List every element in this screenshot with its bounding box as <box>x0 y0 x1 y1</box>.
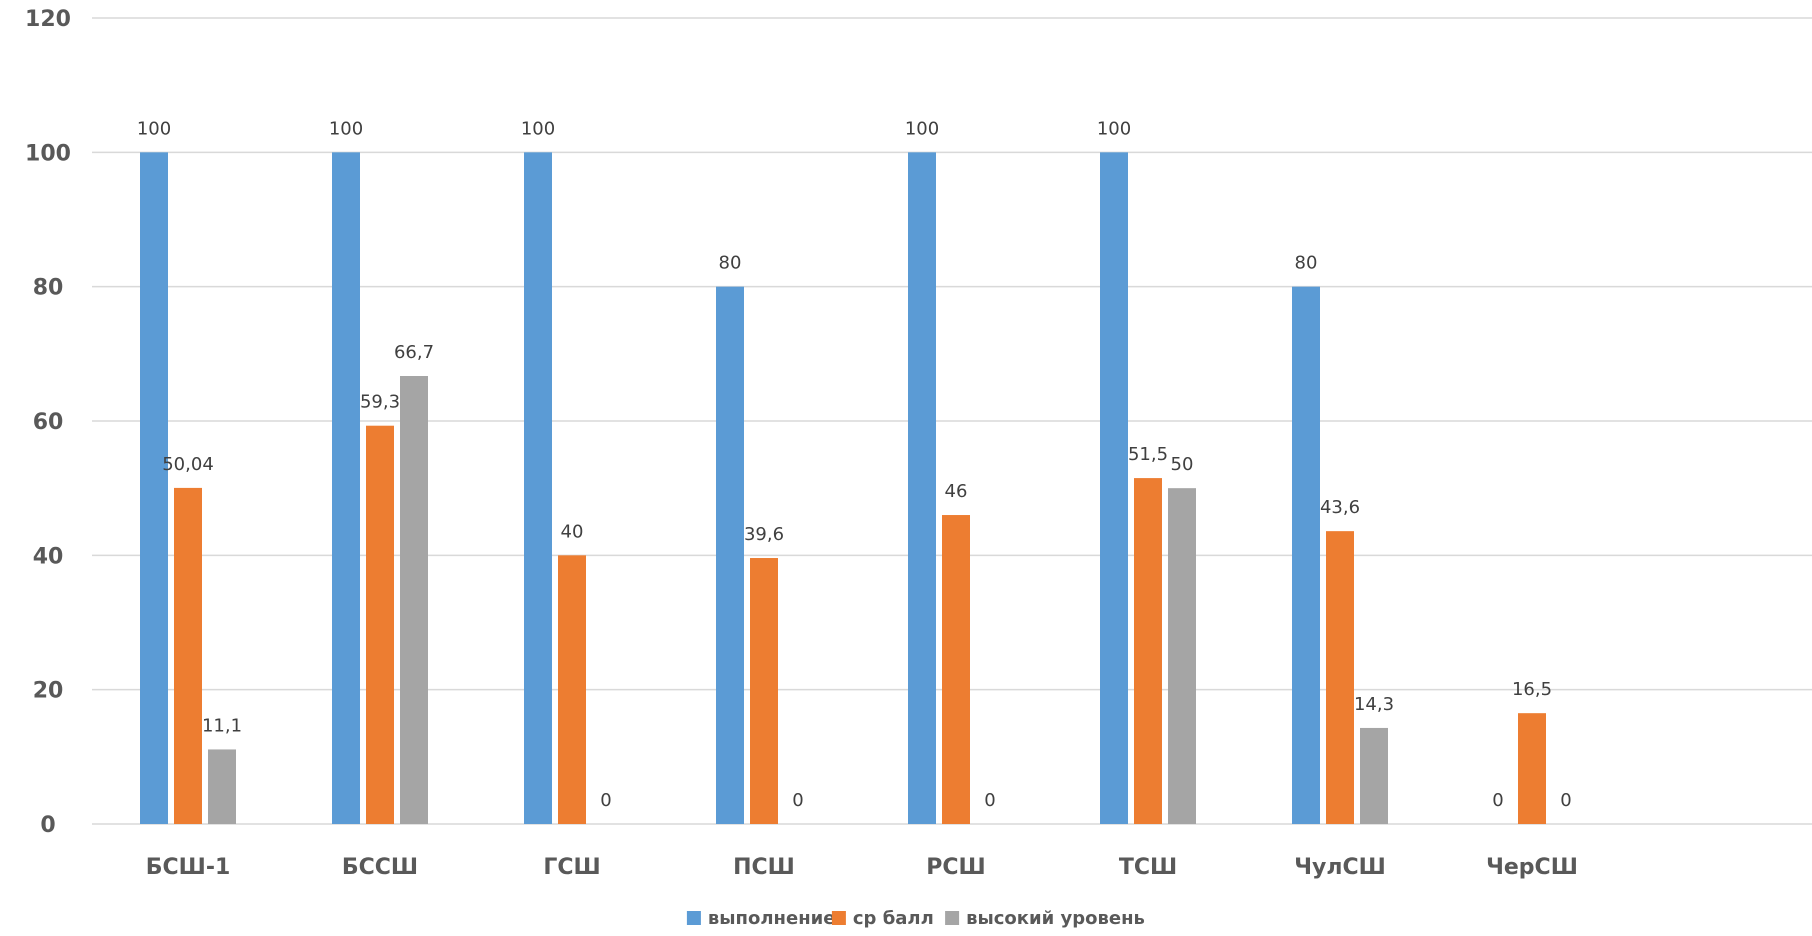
x-tick-label: БСШ-1 <box>146 855 231 880</box>
data-label: 50 <box>1171 454 1194 475</box>
data-label: 51,5 <box>1128 444 1168 465</box>
data-label: 14,3 <box>1354 694 1394 715</box>
data-label: 46 <box>945 481 968 502</box>
data-label: 80 <box>719 253 742 274</box>
y-tick-label: 100 <box>25 141 71 166</box>
data-label: 59,3 <box>360 392 400 413</box>
bar <box>140 152 168 825</box>
x-tick-label: БССШ <box>342 855 418 880</box>
legend-swatch <box>686 911 701 925</box>
bar <box>366 425 394 824</box>
data-label: 66,7 <box>394 342 434 363</box>
bar <box>750 558 778 824</box>
data-label: 43,6 <box>1320 497 1360 518</box>
y-tick-label: 80 <box>33 276 64 301</box>
data-label: 100 <box>1097 118 1131 139</box>
legend-label: высокий уровень <box>966 908 1145 929</box>
data-label: 16,5 <box>1512 679 1552 700</box>
data-label: 11,1 <box>202 715 242 736</box>
x-tick-label: ПСШ <box>733 855 795 880</box>
bar <box>1100 152 1128 825</box>
data-label: 80 <box>1295 253 1318 274</box>
legend-label: ср балл <box>853 908 934 929</box>
y-tick-label: 0 <box>40 813 55 838</box>
legend-label: выполнение <box>708 908 836 929</box>
data-label: 50,04 <box>162 454 214 475</box>
x-tick-label: ТСШ <box>1119 855 1177 880</box>
bar <box>332 152 360 825</box>
bars <box>140 152 1546 825</box>
data-label: 40 <box>561 521 584 542</box>
x-tick-label: ГСШ <box>543 855 600 880</box>
bar <box>1292 286 1320 825</box>
bar <box>908 152 936 825</box>
bar <box>1326 531 1354 824</box>
bar <box>1360 727 1388 824</box>
legend-swatch <box>945 911 960 925</box>
x-tick-label: ЧулСШ <box>1294 855 1386 880</box>
data-label: 0 <box>1560 790 1571 811</box>
bar <box>1168 488 1196 824</box>
x-tick-label: ЧерСШ <box>1486 855 1578 880</box>
data-label: 39,6 <box>744 524 784 545</box>
y-tick-label: 120 <box>25 7 71 32</box>
bar <box>400 375 428 824</box>
bar <box>558 555 586 824</box>
data-label: 100 <box>137 118 171 139</box>
data-label: 0 <box>600 790 611 811</box>
bar <box>1134 478 1162 824</box>
y-tick-label: 60 <box>33 410 64 435</box>
y-axis: 0 20 40 60 80 100 120 <box>25 7 71 838</box>
data-label: 100 <box>521 118 555 139</box>
data-label: 100 <box>905 118 939 139</box>
data-label: 0 <box>1492 790 1503 811</box>
legend-swatch <box>831 911 846 925</box>
bar <box>208 749 236 824</box>
x-axis: БСШ-1 БССШ ГСШ ПСШ РСШ ТСШ ЧулСШ ЧерСШ <box>146 855 1578 880</box>
data-label: 100 <box>329 118 363 139</box>
bar <box>524 152 552 825</box>
legend: выполнение ср балл высокий уровень <box>686 908 1145 929</box>
bar <box>942 515 970 824</box>
y-tick-label: 20 <box>33 679 64 704</box>
bar <box>1518 713 1546 824</box>
x-tick-label: РСШ <box>926 855 985 880</box>
y-tick-label: 40 <box>33 544 64 569</box>
data-labels: 100 50,04 11,1 100 59,3 66,7 100 40 0 80 39,6 0 100 4… <box>137 118 1572 811</box>
bar <box>716 286 744 825</box>
data-label: 0 <box>792 790 803 811</box>
bar <box>174 487 202 824</box>
data-label: 0 <box>984 790 995 811</box>
